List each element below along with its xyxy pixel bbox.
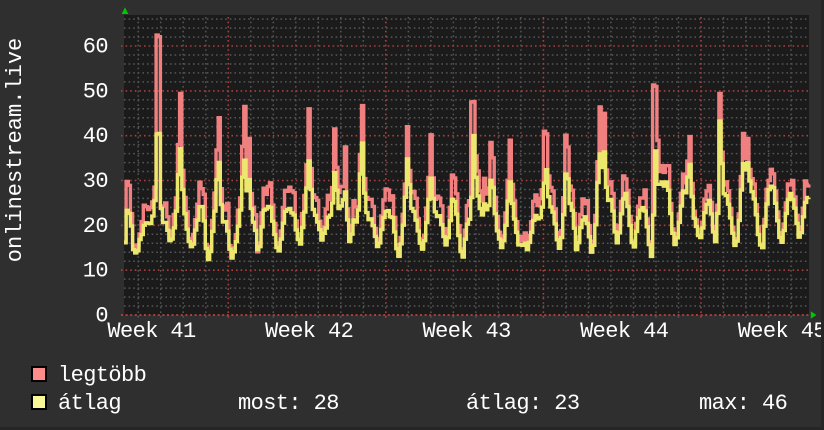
svg-text:40: 40 (83, 124, 108, 149)
svg-text:Week 42: Week 42 (265, 319, 353, 344)
svg-text:20: 20 (83, 214, 108, 239)
svg-text:Week 43: Week 43 (422, 319, 510, 344)
svg-text:legtöbb: legtöbb (58, 363, 146, 388)
svg-text:Week 44: Week 44 (580, 319, 669, 344)
svg-text:Week 41: Week 41 (107, 319, 196, 344)
svg-text:30: 30 (83, 169, 108, 194)
svg-text:10: 10 (83, 259, 108, 284)
svg-text:60: 60 (83, 35, 108, 60)
svg-text:Week 45: Week 45 (738, 319, 824, 344)
svg-text:most: 28: most: 28 (238, 391, 339, 416)
svg-text:átlag: 23: átlag: 23 (466, 391, 579, 416)
svg-text:max: 46: max: 46 (699, 391, 787, 416)
svg-text:átlag: átlag (58, 391, 121, 416)
svg-text:0: 0 (95, 304, 108, 329)
svg-text:onlinestream.live: onlinestream.live (3, 38, 28, 262)
svg-text:50: 50 (83, 79, 108, 104)
